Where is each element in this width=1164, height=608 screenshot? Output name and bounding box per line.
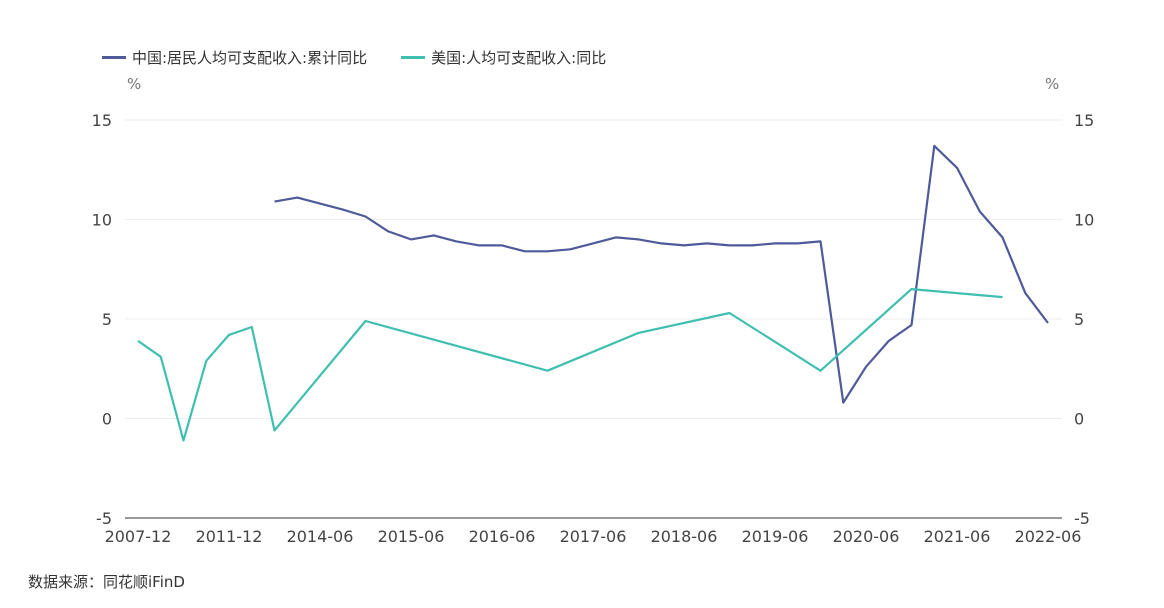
x-tick-label: 2018-06 <box>651 527 718 546</box>
x-tick-label: 2016-06 <box>469 527 536 546</box>
y-tick-label-left: 5 <box>102 310 112 329</box>
y-tick-label-left: 0 <box>102 410 112 429</box>
y-tick-label-right: 10 <box>1074 211 1094 230</box>
legend-label-us: 美国:人均可支配收入:同比 <box>431 49 607 67</box>
right-axis-unit: % <box>1045 75 1060 93</box>
x-tick-label: 2015-06 <box>378 527 445 546</box>
left-axis-unit: % <box>127 75 142 93</box>
data-source: 数据来源：同花顺iFinD <box>28 573 185 591</box>
legend-swatch-china <box>102 56 126 59</box>
x-tick-label: 2020-06 <box>833 527 900 546</box>
x-tick-label: 2017-06 <box>560 527 627 546</box>
series-line-china <box>274 144 1049 404</box>
x-tick-label: 2022-06 <box>1015 527 1082 546</box>
legend-swatch-us <box>401 56 426 59</box>
y-tick-label-left: 15 <box>92 111 112 130</box>
x-tick-label: 2007-12 <box>105 527 172 546</box>
legend-label-china: 中国:居民人均可支配收入:累计同比 <box>132 49 368 67</box>
x-tick-label: 2011-12 <box>196 527 263 546</box>
legend-item-china[interactable]: 中国:居民人均可支配收入:累计同比 <box>102 47 367 68</box>
y-tick-label-right: 0 <box>1074 410 1084 429</box>
y-tick-label-left: -5 <box>96 509 112 528</box>
y-tick-label-right: 15 <box>1074 111 1094 130</box>
series-line-us <box>137 288 1003 442</box>
x-tick-label: 2021-06 <box>924 527 991 546</box>
legend: 中国:居民人均可支配收入:累计同比 美国:人均可支配收入:同比 <box>102 47 606 68</box>
y-tick-label-left: 10 <box>92 211 112 230</box>
x-tick-label: 2019-06 <box>742 527 809 546</box>
y-tick-label-right: -5 <box>1074 509 1090 528</box>
legend-item-us[interactable]: 美国:人均可支配收入:同比 <box>401 47 606 68</box>
x-tick-label: 2014-06 <box>287 527 354 546</box>
y-tick-label-right: 5 <box>1074 310 1084 329</box>
